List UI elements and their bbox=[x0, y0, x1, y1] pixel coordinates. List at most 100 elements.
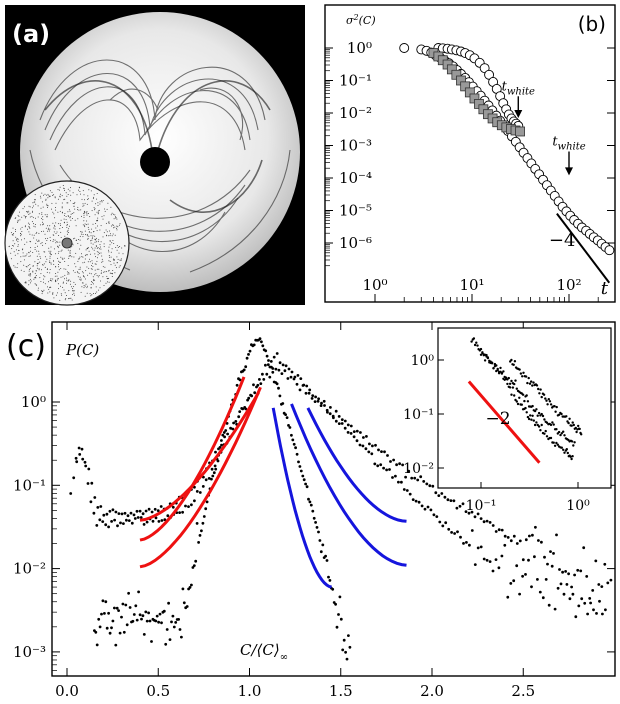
speckle bbox=[79, 276, 81, 278]
c-point bbox=[506, 595, 510, 599]
c-point bbox=[258, 378, 261, 381]
speckle bbox=[44, 266, 46, 268]
speckle bbox=[39, 261, 41, 263]
speckle bbox=[49, 260, 51, 262]
speckle bbox=[48, 227, 50, 229]
c-point bbox=[244, 365, 248, 369]
c-point bbox=[171, 614, 175, 618]
speckle bbox=[66, 224, 68, 226]
speckle bbox=[37, 259, 39, 260]
speckle bbox=[115, 267, 117, 269]
speckle bbox=[28, 231, 30, 233]
speckle bbox=[28, 273, 30, 275]
inset-point bbox=[536, 423, 539, 427]
speckle bbox=[91, 294, 93, 296]
speckle bbox=[38, 232, 40, 234]
speckle bbox=[95, 263, 97, 265]
speckle bbox=[98, 268, 100, 270]
speckle bbox=[61, 195, 63, 197]
speckle bbox=[78, 258, 80, 260]
speckle bbox=[102, 236, 104, 238]
c-point bbox=[344, 650, 347, 654]
c-point bbox=[547, 603, 551, 607]
speckle bbox=[90, 232, 92, 234]
inset-point bbox=[552, 423, 555, 426]
speckle bbox=[52, 278, 54, 280]
speckle bbox=[64, 299, 66, 301]
c-point bbox=[210, 477, 213, 481]
c-point bbox=[213, 464, 217, 468]
b-slope-line bbox=[556, 213, 611, 284]
speckle bbox=[73, 212, 75, 214]
speckle bbox=[74, 263, 76, 265]
c-point bbox=[320, 401, 323, 405]
speckle bbox=[66, 224, 68, 225]
speckle bbox=[72, 244, 74, 246]
speckle bbox=[81, 215, 82, 217]
c-point bbox=[190, 583, 193, 587]
speckle bbox=[62, 286, 64, 288]
speckle bbox=[62, 282, 64, 284]
speckle bbox=[24, 206, 25, 208]
speckle bbox=[60, 276, 62, 278]
c-point bbox=[374, 443, 377, 447]
speckle bbox=[41, 242, 43, 244]
c-point bbox=[226, 432, 230, 436]
speckle bbox=[96, 275, 98, 276]
c-point bbox=[288, 426, 292, 429]
c-point bbox=[160, 519, 164, 522]
c-point bbox=[443, 495, 447, 499]
speckle bbox=[108, 255, 110, 256]
speckle bbox=[31, 221, 33, 223]
b-xtick-label: 10² bbox=[556, 276, 581, 294]
speckle bbox=[112, 240, 114, 241]
c-point bbox=[456, 530, 459, 534]
speckle bbox=[15, 229, 16, 230]
inset-point bbox=[535, 384, 539, 387]
speckle bbox=[110, 214, 112, 216]
c-point bbox=[315, 526, 319, 529]
c-point bbox=[284, 413, 287, 416]
speckle bbox=[33, 234, 35, 236]
speckle bbox=[81, 198, 83, 200]
speckle bbox=[61, 207, 63, 209]
speckle bbox=[110, 264, 112, 266]
c-point bbox=[274, 367, 278, 371]
speckle bbox=[28, 280, 30, 282]
speckle bbox=[27, 212, 29, 214]
speckle bbox=[98, 239, 100, 241]
c-point bbox=[168, 638, 172, 641]
speckle bbox=[39, 195, 41, 197]
inset-point bbox=[545, 421, 549, 424]
inset-point bbox=[532, 419, 535, 422]
speckle bbox=[86, 214, 88, 216]
speckle bbox=[42, 206, 44, 208]
speckle bbox=[45, 199, 47, 201]
speckle bbox=[73, 203, 75, 205]
c-point bbox=[328, 579, 332, 582]
c-point bbox=[377, 448, 380, 452]
c-point bbox=[311, 509, 315, 513]
speckle bbox=[59, 196, 61, 198]
c-point bbox=[74, 456, 78, 460]
speckle bbox=[57, 245, 58, 247]
c-point bbox=[337, 613, 340, 616]
c-point bbox=[250, 394, 254, 398]
inset-xtick-label: 10⁻¹ bbox=[466, 498, 497, 514]
c-point bbox=[295, 452, 299, 456]
speckle bbox=[81, 253, 82, 255]
speckle bbox=[70, 297, 72, 299]
speckle bbox=[60, 250, 62, 252]
c-point bbox=[534, 525, 537, 529]
c-point bbox=[389, 460, 392, 463]
c-point bbox=[609, 578, 613, 582]
c-point bbox=[450, 531, 453, 534]
inset-point bbox=[513, 394, 516, 397]
speckle bbox=[103, 243, 105, 245]
speckle bbox=[47, 225, 49, 227]
speckle bbox=[47, 207, 48, 208]
c-point bbox=[423, 507, 427, 511]
speckle bbox=[59, 261, 61, 263]
c-point bbox=[181, 587, 185, 591]
speckle bbox=[82, 205, 84, 207]
